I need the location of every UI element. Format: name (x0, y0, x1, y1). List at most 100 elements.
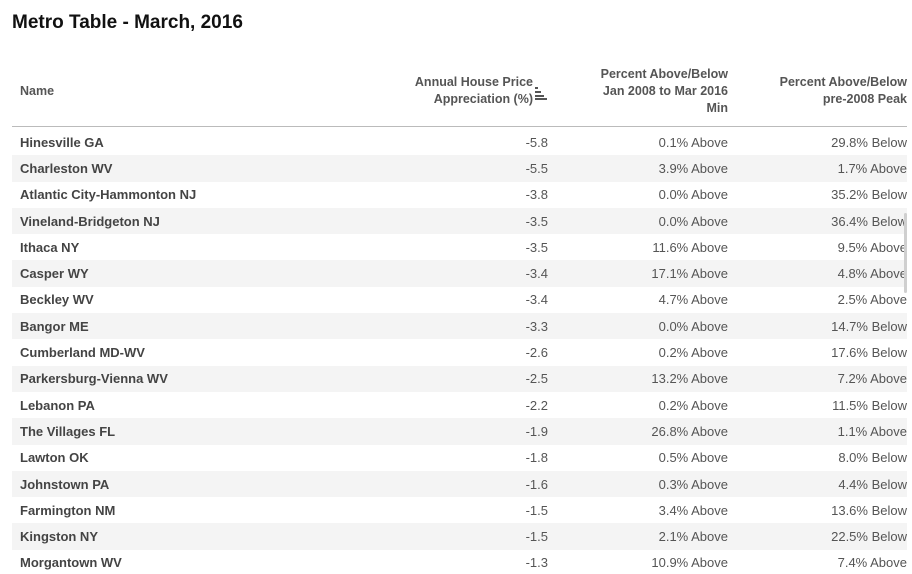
table-row[interactable]: The Villages FL -1.9 26.8% Above 1.1% Above (12, 418, 907, 445)
table-row[interactable]: Lebanon PA -2.2 0.2% Above 11.5% Below (12, 392, 907, 418)
appreciation-label-line1: Annual House Price (414, 75, 533, 89)
table-row[interactable]: Cumberland MD-WV -2.6 0.2% Above 17.6% Belo… (12, 339, 907, 365)
table-body: Hinesville GA -5.8 0.1% Above 29.8% Below Ch… (12, 129, 907, 574)
cell-vs-min: 0.0% Above (548, 207, 728, 235)
table-row[interactable]: Kingston NY -1.5 2.1% Above 22.5% Below (12, 523, 907, 550)
cell-vs-peak: 9.5% Above (837, 239, 907, 255)
cell-appreciation: -5.8 (525, 134, 548, 150)
cell-vs-peak: 7.4% Above (837, 555, 907, 571)
table-row[interactable]: Beckley WV -3.4 4.7% Above 2.5% Above (12, 287, 907, 313)
cell-vs-min: 17.1% Above (548, 260, 728, 287)
cell-appreciation: -3.4 (525, 292, 548, 308)
cell-vs-peak: 17.6% Below (831, 345, 907, 361)
column-header-appreciation-label: Annual House Price Appreciation (%) (415, 74, 533, 108)
cell-vs-min: 0.2% Above (658, 397, 728, 413)
cell-vs-peak: 1.1% Above (728, 418, 907, 445)
table-row[interactable]: Vineland-Bridgeton NJ -3.5 0.0% Above 36.4%… (12, 207, 907, 235)
cell-appreciation: -1.5 (382, 523, 548, 550)
cell-vs-min: 10.9% Above (651, 555, 728, 571)
table-row[interactable]: Farmington NM -1.5 3.4% Above 13.6% Below (12, 497, 907, 523)
metro-table-container[interactable]: Name Annual House Price Appreciation (%) … (12, 56, 907, 574)
cell-vs-min: 2.1% Above (548, 523, 728, 550)
cell-appreciation: -1.5 (525, 502, 548, 518)
table-row[interactable]: Hinesville GA -5.8 0.1% Above 29.8% Below (12, 129, 907, 155)
cell-vs-peak: 11.5% Below (832, 397, 907, 413)
cell-vs-peak: 13.6% Below (831, 502, 907, 518)
table-header: Name Annual House Price Appreciation (%) … (12, 56, 907, 129)
cell-name: Hinesville GA (20, 134, 104, 150)
cell-name: Farmington NM (20, 502, 116, 518)
cell-appreciation: -1.3 (525, 555, 548, 571)
cell-appreciation: -3.3 (382, 313, 548, 340)
cell-vs-min: 0.3% Above (548, 470, 728, 498)
table-row[interactable]: Lawton OK -1.8 0.5% Above 8.0% Below (12, 445, 907, 471)
cell-vs-peak: 8.0% Below (838, 450, 907, 466)
cell-vs-min: 0.1% Above (658, 134, 728, 150)
cell-appreciation: -1.9 (382, 418, 548, 445)
cell-appreciation: -3.5 (525, 239, 548, 255)
column-header-appreciation[interactable]: Annual House Price Appreciation (%) (382, 56, 548, 127)
cell-appreciation: -5.5 (382, 155, 548, 182)
column-header-vs-min-label: Percent Above/Below Jan 2008 to Mar 2016 M… (601, 66, 728, 117)
cell-appreciation: -2.6 (525, 345, 548, 361)
column-header-vs-peak[interactable]: Percent Above/Below pre-2008 Peak (728, 56, 907, 127)
metro-table: Name Annual House Price Appreciation (%) … (12, 56, 907, 574)
table-row[interactable]: Ithaca NY -3.5 11.6% Above 9.5% Above (12, 234, 907, 260)
cell-name: Vineland-Bridgeton NJ (12, 207, 382, 235)
cell-vs-peak: 4.8% Above (728, 260, 907, 287)
cell-vs-min: 0.0% Above (548, 313, 728, 340)
cell-vs-peak: 22.5% Below (728, 523, 907, 550)
table-row[interactable]: Morgantown WV -1.3 10.9% Above 7.4% Above (12, 550, 907, 574)
cell-name: The Villages FL (12, 418, 382, 445)
cell-vs-min: 11.6% Above (652, 239, 728, 255)
vs-peak-label-line2: pre-2008 Peak (822, 92, 907, 106)
cell-appreciation: -3.4 (382, 260, 548, 287)
vs-min-label-line1: Percent Above/Below (600, 66, 728, 81)
cell-vs-peak: 7.2% Above (728, 365, 907, 392)
cell-appreciation: -1.6 (382, 470, 548, 498)
column-header-name[interactable]: Name (12, 56, 382, 127)
cell-appreciation: -3.5 (382, 207, 548, 235)
cell-appreciation: -2.5 (382, 365, 548, 392)
cell-vs-min: 13.2% Above (548, 365, 728, 392)
column-header-vs-min[interactable]: Percent Above/Below Jan 2008 to Mar 2016 M… (548, 56, 728, 127)
cell-name: Ithaca NY (20, 239, 80, 255)
table-row[interactable]: Johnstown PA -1.6 0.3% Above 4.4% Below (12, 470, 907, 498)
cell-vs-peak: 4.4% Below (728, 470, 907, 498)
cell-vs-peak: 2.5% Above (837, 292, 907, 308)
column-header-name-label: Name (20, 83, 55, 98)
cell-vs-min: 3.4% Above (658, 502, 728, 518)
cell-name: Lebanon PA (20, 397, 95, 413)
table-row[interactable]: Bangor ME -3.3 0.0% Above 14.7% Below (12, 313, 907, 340)
cell-name: Johnstown PA (12, 470, 382, 498)
cell-vs-min: 4.7% Above (658, 292, 728, 308)
cell-name: Beckley WV (20, 292, 94, 308)
cell-appreciation: -2.2 (525, 397, 548, 413)
cell-vs-peak: 1.7% Above (728, 155, 907, 182)
cell-vs-min: 0.0% Above (658, 187, 728, 203)
page-title: Metro Table - March, 2016 (12, 12, 243, 33)
vs-min-label-line2: Jan 2008 to Mar 2016 (602, 83, 728, 98)
cell-vs-peak: 36.4% Below (728, 207, 907, 235)
table-row[interactable]: Charleston WV -5.5 3.9% Above 1.7% Above (12, 155, 907, 182)
sort-descending-icon[interactable] (534, 87, 548, 101)
cell-name: Parkersburg-Vienna WV (12, 365, 382, 392)
table-row[interactable]: Atlantic City-Hammonton NJ -3.8 0.0% Above… (12, 182, 907, 208)
cell-vs-peak: 35.2% Below (831, 187, 907, 203)
cell-vs-peak: 29.8% Below (831, 134, 907, 150)
table-row[interactable]: Parkersburg-Vienna WV -2.5 13.2% Above 7.2%… (12, 365, 907, 392)
cell-appreciation: -1.8 (525, 450, 548, 466)
cell-name: Casper WY (12, 260, 382, 287)
cell-vs-min: 3.9% Above (548, 155, 728, 182)
column-header-vs-peak-label: Percent Above/Below pre-2008 Peak (780, 74, 907, 108)
cell-name: Morgantown WV (20, 555, 122, 571)
appreciation-label-line2: Appreciation (%) (433, 92, 533, 106)
cell-vs-min: 0.2% Above (658, 345, 728, 361)
cell-name: Lawton OK (20, 450, 89, 466)
table-row[interactable]: Casper WY -3.4 17.1% Above 4.8% Above (12, 260, 907, 287)
cell-name: Bangor ME (12, 313, 382, 340)
cell-name: Cumberland MD-WV (20, 345, 145, 361)
scrollbar-thumb[interactable] (904, 213, 907, 293)
cell-vs-peak: 14.7% Below (728, 313, 907, 340)
vs-peak-label-line1: Percent Above/Below (779, 75, 907, 89)
